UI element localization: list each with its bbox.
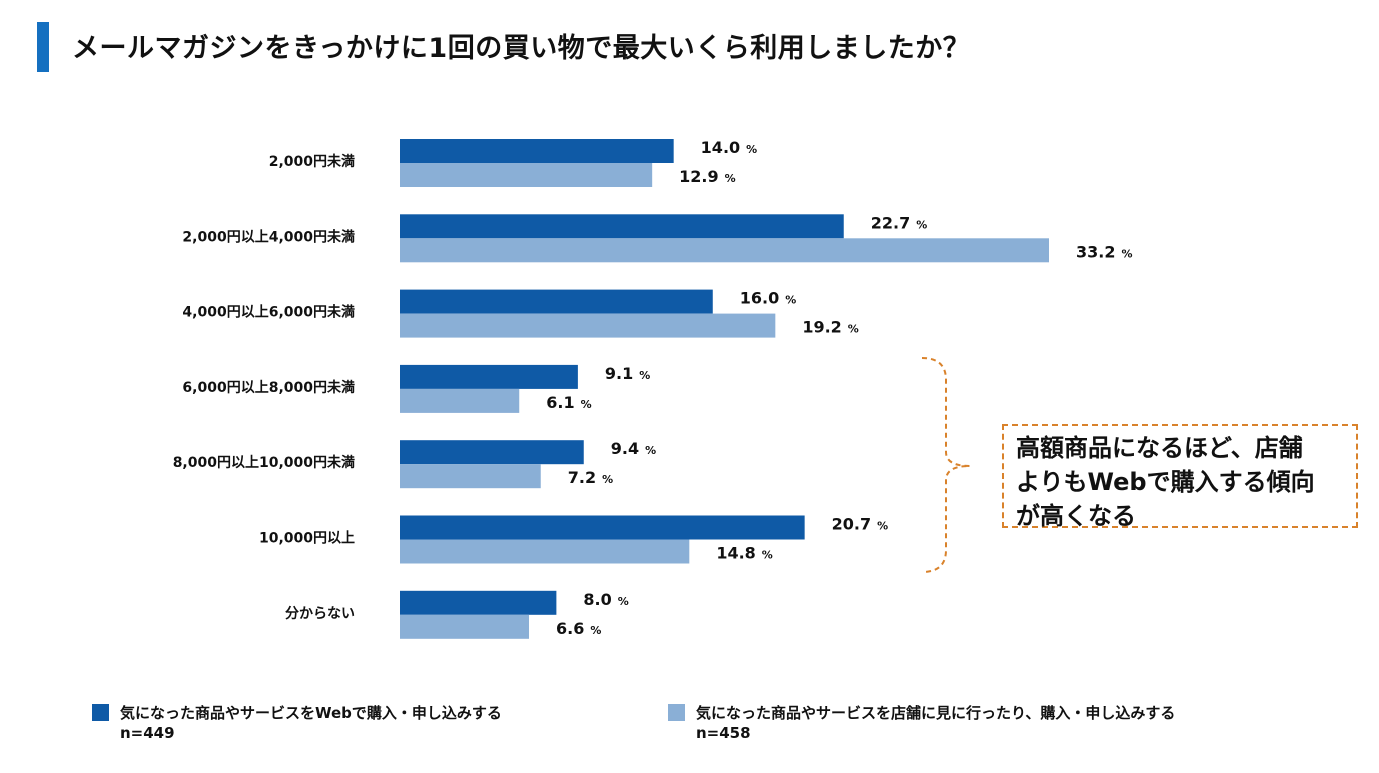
data-label: 6.6% xyxy=(556,619,601,638)
data-label: 14.0% xyxy=(701,138,758,157)
data-label-unit: % xyxy=(581,398,592,411)
data-label-unit: % xyxy=(746,143,757,156)
data-label: 9.4% xyxy=(611,439,656,458)
legend-label-store: 気になった商品やサービスを店舗に見に行ったり、購入・申し込みする xyxy=(696,704,1176,722)
bar-store xyxy=(400,614,530,639)
data-label: 6.1% xyxy=(546,393,591,412)
callout-box: 高額商品になるほど、店舗 よりもWebで購入する傾向 が高くなる xyxy=(1002,424,1358,530)
legend-swatch-store xyxy=(668,704,685,721)
bar-store xyxy=(400,464,541,489)
legend-swatch-web xyxy=(92,704,109,721)
bar-web xyxy=(400,364,578,389)
data-label-unit: % xyxy=(618,595,629,608)
brace-path xyxy=(921,357,971,573)
data-label-unit: % xyxy=(639,369,650,382)
data-label: 14.8% xyxy=(716,544,773,563)
bar-web xyxy=(400,139,674,163)
category-label: 2,000円未満 xyxy=(269,153,355,170)
bar-store xyxy=(400,539,690,564)
data-label: 8.0% xyxy=(583,590,628,609)
page-title: メールマガジンをきっかけに1回の買い物で最大いくら利用しましたか？ xyxy=(72,33,971,64)
title-accent-bar xyxy=(37,22,49,72)
bar-web xyxy=(400,440,584,465)
bar-store xyxy=(400,238,1049,263)
data-label-unit: % xyxy=(785,294,796,307)
data-label-unit: % xyxy=(725,172,736,185)
category-label: 8,000円以上10,000円未満 xyxy=(173,454,355,471)
data-label: 33.2% xyxy=(1076,242,1133,261)
data-label: 16.0% xyxy=(740,289,797,308)
bar-web xyxy=(400,590,557,615)
category-label: 10,000円以上 xyxy=(259,531,355,547)
data-label-unit: % xyxy=(1121,247,1132,260)
category-label: 6,000円以上8,000円未満 xyxy=(182,379,355,396)
data-label: 22.7% xyxy=(871,213,928,232)
data-label-unit: % xyxy=(877,520,888,533)
callout-line-2: よりもWebで購入する傾向 xyxy=(1016,468,1315,496)
data-label-unit: % xyxy=(848,323,859,336)
bar-web xyxy=(400,214,844,239)
legend-n-web: n=449 xyxy=(120,724,175,742)
legend-label-web: 気になった商品やサービスをWebで購入・申し込みする xyxy=(120,704,502,722)
data-label: 7.2% xyxy=(568,468,613,487)
data-label: 12.9% xyxy=(679,167,736,186)
category-label: 2,000円以上4,000円未満 xyxy=(182,228,355,245)
data-label-unit: % xyxy=(590,624,601,637)
data-label-unit: % xyxy=(916,218,927,231)
callout-brace xyxy=(921,357,971,573)
bar-store xyxy=(400,313,776,338)
bars: 2,000円未満 14.0 % 12.9 % 2,000円以上4,000円未満 22.7 % 3… xyxy=(173,138,1133,639)
data-label-unit: % xyxy=(762,549,773,562)
bar-web xyxy=(400,289,713,314)
legend-n-store: n=458 xyxy=(696,724,751,742)
bar-web xyxy=(400,515,805,540)
callout-line-1: 高額商品になるほど、店舗 xyxy=(1016,434,1303,462)
data-label: 20.7% xyxy=(832,515,889,534)
bar-store xyxy=(400,163,653,187)
bar-store xyxy=(400,388,520,413)
data-label-unit: % xyxy=(602,473,613,486)
category-label: 分からない xyxy=(285,606,355,622)
data-label: 9.1% xyxy=(605,364,650,383)
callout-line-3: が高くなる xyxy=(1016,502,1136,530)
data-label: 19.2% xyxy=(802,318,859,337)
category-label: 4,000円以上6,000円未満 xyxy=(182,304,355,321)
data-label-unit: % xyxy=(645,444,656,457)
